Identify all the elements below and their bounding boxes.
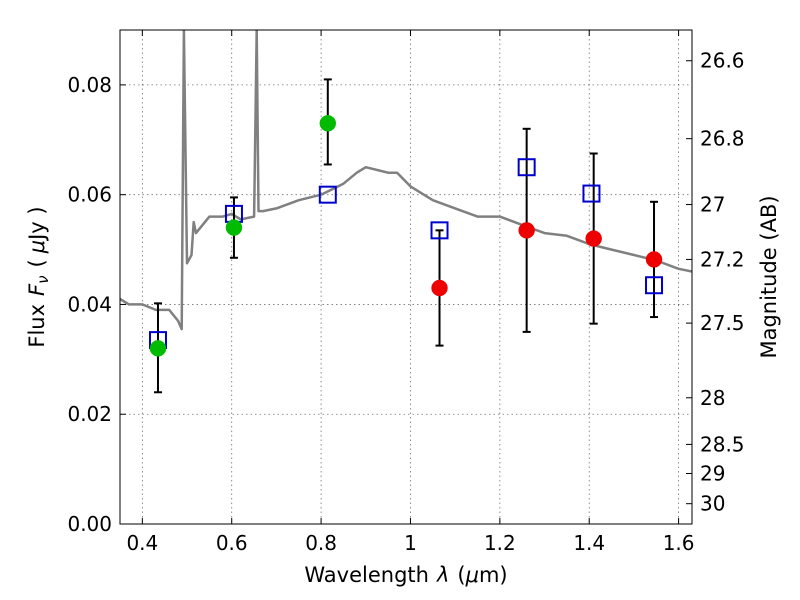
model-square-marker: [318, 185, 337, 204]
y-tick-label: 0.06: [67, 183, 112, 207]
y2-tick-label: 26.8: [700, 127, 745, 151]
red-data-point: [585, 230, 602, 247]
model-square-marker: [582, 184, 601, 203]
y2-tick-label: 27: [700, 193, 725, 217]
plot-area: [120, 30, 692, 394]
y-tick-label: 0.00: [67, 512, 112, 536]
y-axis-label: FluxFν(μJy ): [25, 206, 52, 347]
y2-tick-label: 29: [700, 462, 725, 486]
model-square-marker: [645, 276, 664, 295]
x-axis-label: Wavelength λ (μm): [304, 563, 507, 587]
red-data-point: [645, 251, 663, 268]
y2-tick-label: 27.5: [700, 311, 745, 335]
x-tick-label: 1.4: [573, 531, 605, 555]
green-data-point: [319, 115, 337, 132]
green-data-point: [225, 219, 243, 236]
plot-frame: [119, 29, 693, 525]
axes: 0.4 0.6 0.8 1 1.2 1.4 1.6 0.00 0.02 0.04 0.06 0.08 2…: [67, 30, 745, 555]
y-tick-label: 0.02: [67, 402, 112, 426]
spectrum-line: [120, 30, 692, 331]
green-data-point: [149, 340, 167, 357]
x-tick-label: 0.4: [126, 531, 158, 555]
y-tick-label: 0.08: [67, 73, 112, 97]
model-square-marker: [430, 221, 449, 240]
red-data-point: [518, 222, 535, 239]
y2-tick-label: 30: [700, 492, 725, 516]
y-tick-label: 0.04: [67, 292, 112, 316]
x-tick-label: 1.6: [663, 531, 695, 555]
y2-axis-label: Magnitude (AB): [757, 195, 781, 358]
x-tick-label: 0.6: [216, 531, 248, 555]
x-tick-label: 0.8: [305, 531, 337, 555]
x-tick-label: 1.2: [484, 531, 516, 555]
y2-tick-label: 28.5: [700, 432, 745, 456]
model-square-marker: [517, 158, 536, 177]
y2-tick-label: 28: [700, 386, 725, 410]
y2-tick-label: 27.2: [700, 247, 745, 271]
x-tick-label: 1: [404, 531, 417, 555]
y2-tick-label: 26.6: [700, 49, 745, 73]
red-data-point: [431, 279, 448, 297]
